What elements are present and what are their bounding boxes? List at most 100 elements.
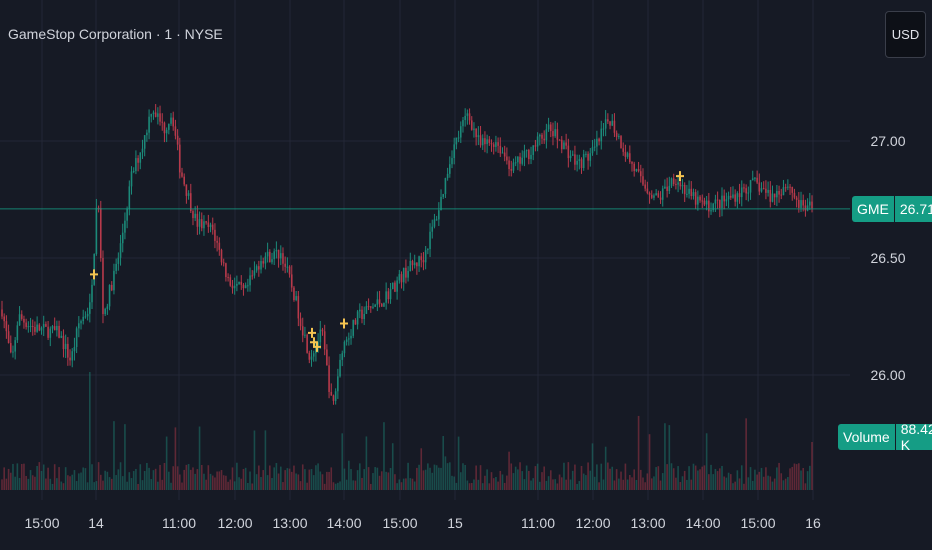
candle-body bbox=[56, 325, 58, 331]
candle-body bbox=[38, 324, 41, 331]
candle-body bbox=[490, 142, 493, 145]
volume-bar bbox=[91, 464, 93, 490]
volume-bar bbox=[536, 463, 539, 490]
candle-body bbox=[121, 232, 124, 244]
volume-bar bbox=[409, 478, 412, 490]
candle-body bbox=[539, 134, 541, 137]
volume-bar bbox=[793, 463, 796, 490]
candle-body bbox=[427, 249, 429, 251]
candle-body bbox=[143, 135, 146, 149]
volume-bar bbox=[677, 466, 679, 490]
volume-bar bbox=[67, 475, 69, 490]
candle-body bbox=[179, 144, 181, 173]
volume-bar bbox=[391, 443, 394, 490]
candle-body bbox=[73, 347, 76, 352]
volume-bar bbox=[565, 479, 567, 490]
candle-body bbox=[306, 334, 308, 353]
candle-body bbox=[18, 314, 21, 326]
candle-body bbox=[440, 196, 442, 211]
candle-body bbox=[736, 193, 739, 202]
volume-bar bbox=[703, 465, 706, 490]
candle-body bbox=[578, 159, 581, 161]
volume-bar bbox=[189, 469, 192, 490]
volume-bar bbox=[659, 480, 662, 490]
volume-bar bbox=[369, 483, 372, 490]
candle-body bbox=[354, 320, 357, 325]
volume-bar bbox=[528, 470, 530, 490]
candle-body bbox=[413, 262, 416, 266]
candle-body bbox=[497, 142, 499, 146]
trade-markers bbox=[90, 171, 684, 352]
candle-body bbox=[299, 318, 302, 327]
candle-body bbox=[613, 120, 616, 133]
volume-bar bbox=[29, 470, 32, 490]
candle-body bbox=[60, 335, 63, 338]
candle-body bbox=[576, 160, 578, 165]
candle-body bbox=[25, 322, 27, 327]
volume-bar bbox=[16, 463, 19, 490]
volume-bar bbox=[143, 470, 146, 490]
volume-bar bbox=[622, 479, 625, 490]
candle-body bbox=[657, 193, 660, 198]
candle-body bbox=[53, 326, 56, 331]
volume-bar bbox=[255, 474, 258, 490]
candle-body bbox=[293, 287, 295, 301]
candle-body bbox=[809, 201, 811, 206]
volume-bar bbox=[18, 477, 21, 490]
candle-body bbox=[604, 119, 607, 129]
candle-body bbox=[600, 128, 603, 142]
volume-bar bbox=[350, 469, 352, 490]
volume-bar bbox=[315, 465, 317, 490]
candle-body bbox=[400, 274, 403, 283]
volume-bar bbox=[756, 474, 758, 490]
candle-body bbox=[729, 195, 732, 198]
volume-bar bbox=[273, 467, 275, 490]
volume-bar bbox=[170, 482, 172, 490]
volume-bar bbox=[227, 481, 229, 490]
volume-bar bbox=[567, 462, 570, 490]
volume-bar bbox=[93, 482, 95, 490]
candle-body bbox=[277, 249, 280, 259]
volume-bar bbox=[25, 475, 27, 490]
candle-body bbox=[455, 137, 458, 145]
candle-body bbox=[510, 169, 513, 171]
trade-marker bbox=[308, 327, 316, 338]
volume-bar bbox=[3, 467, 5, 490]
candle-body bbox=[699, 196, 701, 201]
volume-bar bbox=[121, 476, 124, 490]
candle-body bbox=[205, 221, 207, 223]
volume-bar bbox=[20, 464, 23, 490]
volume-bar bbox=[275, 463, 278, 490]
volume-bar bbox=[539, 481, 541, 490]
volume-bar bbox=[99, 474, 102, 490]
candle-body bbox=[271, 259, 273, 263]
volume-bar bbox=[398, 479, 401, 490]
candle-body bbox=[192, 211, 194, 219]
volume-bar bbox=[27, 478, 30, 490]
currency-button[interactable]: USD bbox=[885, 11, 926, 58]
candle-body bbox=[315, 345, 317, 354]
candle-body bbox=[383, 302, 385, 307]
candle-body bbox=[409, 260, 412, 272]
candle-body bbox=[238, 281, 240, 284]
candle-body bbox=[80, 321, 82, 324]
candle-body bbox=[690, 188, 693, 197]
candle-body bbox=[222, 262, 225, 264]
volume-bar bbox=[497, 481, 499, 490]
candle-body bbox=[598, 138, 600, 142]
time-tick-label: 15:00 bbox=[24, 515, 59, 531]
volume-bar bbox=[264, 430, 267, 490]
volume-bar bbox=[481, 483, 484, 490]
volume-bar bbox=[795, 464, 798, 490]
candle-body bbox=[749, 180, 752, 193]
candle-body bbox=[591, 147, 594, 154]
candle-body bbox=[780, 194, 783, 196]
candle-body bbox=[207, 222, 210, 227]
volume-bar bbox=[301, 464, 304, 490]
volume-bar bbox=[34, 476, 36, 490]
volume-bar bbox=[800, 470, 802, 490]
trade-marker bbox=[313, 341, 321, 352]
volume-bar bbox=[769, 476, 772, 490]
volume-bar bbox=[554, 479, 556, 490]
